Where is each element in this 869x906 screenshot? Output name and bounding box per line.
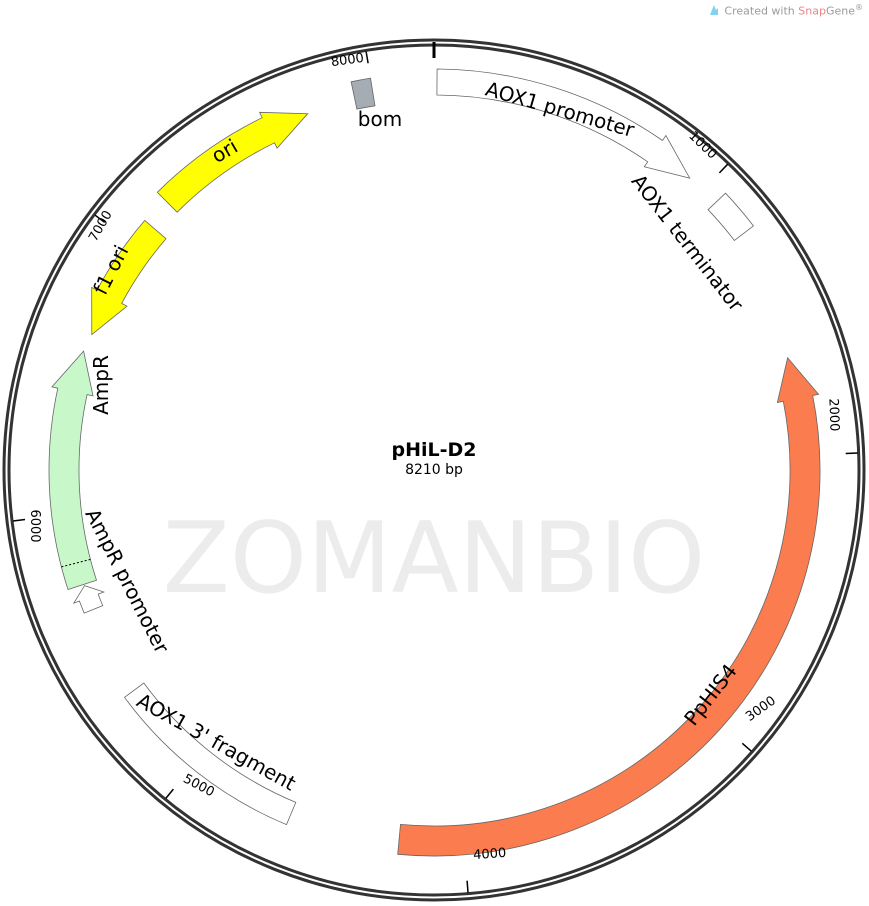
feature-aox1-terminator[interactable]	[707, 192, 754, 242]
tick-6000	[13, 518, 26, 522]
tick-label-2000: 2000	[825, 398, 841, 432]
watermark: ZOMANBIO	[163, 502, 705, 616]
snapgene-credit: Created with SnapGene®	[708, 3, 863, 18]
feature-ampr-promoter[interactable]	[72, 585, 105, 614]
label-bom[interactable]: bom	[358, 107, 402, 131]
feature-aox1-promoter[interactable]	[436, 68, 691, 179]
feature-pphis4[interactable]	[397, 356, 821, 857]
credit-mark: ®	[855, 3, 863, 12]
features	[48, 68, 821, 857]
tick-8000	[365, 51, 369, 64]
plasmid-name: pHiL-D2	[392, 439, 477, 461]
tick-3000	[741, 742, 752, 752]
tick-label-4000: 4000	[473, 846, 507, 863]
tick-2000	[845, 452, 858, 455]
tick-label-6000: 6000	[27, 509, 42, 542]
credit-text: Created with	[724, 4, 799, 18]
feature-ampr[interactable]	[48, 350, 98, 591]
credit-brand-gene: Gene	[825, 4, 855, 18]
feature-aox1-3-fragment[interactable]	[123, 682, 297, 826]
tick-marks	[13, 51, 858, 893]
snapgene-logo-icon	[710, 5, 719, 16]
signal-peptide-boundary	[61, 558, 91, 568]
tick-label-8000: 8000	[330, 51, 365, 70]
plasmid-size: 8210 bp	[405, 462, 463, 478]
feature-ori[interactable]	[156, 111, 309, 213]
tick-4000	[466, 880, 469, 893]
backbone-outer	[2, 38, 866, 902]
label-aox1-terminator[interactable]: AOX1 terminator	[627, 170, 749, 317]
tick-5000	[165, 788, 174, 799]
feature-f1-ori[interactable]	[91, 219, 167, 336]
tick-7000	[94, 214, 106, 223]
feature-bom[interactable]	[350, 77, 376, 110]
credit-brand-snap: Snap	[798, 4, 826, 18]
tick-1000	[718, 163, 729, 174]
tick-label-3000: 3000	[743, 693, 779, 724]
label-ampr[interactable]: AmpR	[89, 355, 113, 415]
